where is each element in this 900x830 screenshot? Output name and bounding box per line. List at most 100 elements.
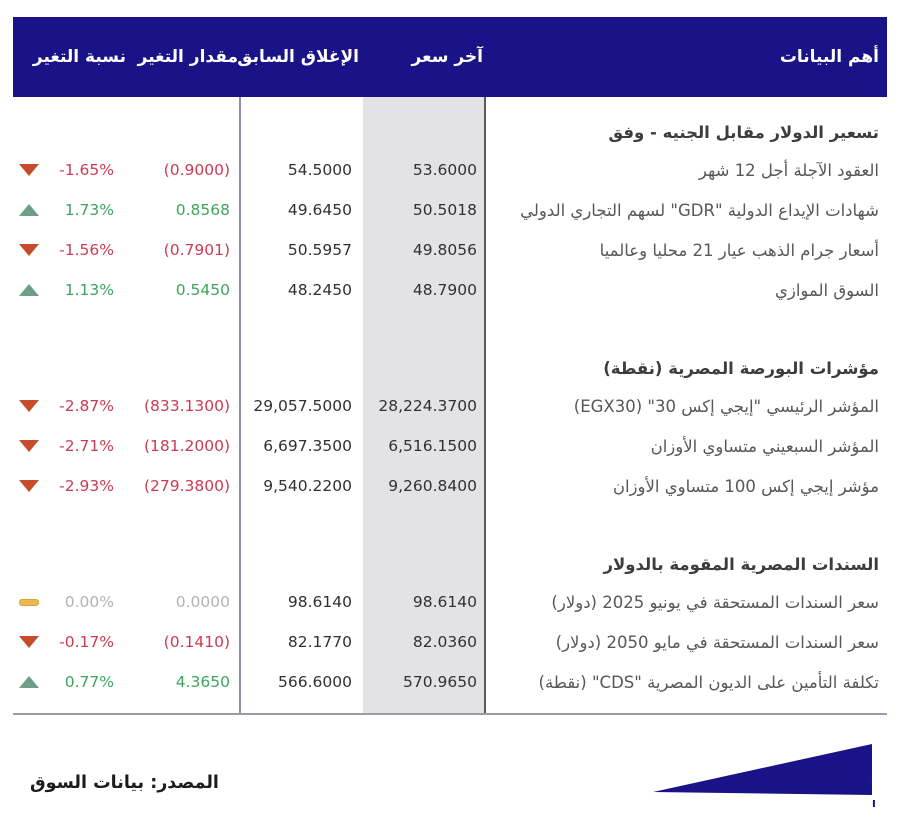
column-header-previous-close: الإغلاق السابق bbox=[237, 47, 359, 67]
source-caption: المصدر: بيانات السوق bbox=[30, 773, 219, 793]
row-label: المؤشر السبعيني متساوي الأوزان bbox=[650, 436, 879, 456]
change-percent-cell: 0.00% bbox=[13, 593, 130, 611]
change-amount: (279.3800) bbox=[143, 477, 230, 495]
triangle-down-icon bbox=[19, 636, 39, 648]
triangle-down-icon bbox=[19, 400, 39, 412]
change-percent-cell: -2.87% bbox=[13, 397, 130, 415]
zawya-lseg-logo: زاوية BY LSEG bbox=[653, 744, 875, 810]
triangle-up-icon bbox=[19, 284, 39, 296]
previous-close: 48.2450 bbox=[287, 281, 352, 299]
change-amount: 4.3650 bbox=[175, 673, 230, 691]
change-percent-cell: -2.71% bbox=[13, 437, 130, 455]
previous-close: 54.5000 bbox=[287, 161, 352, 179]
previous-close: 49.6450 bbox=[287, 201, 352, 219]
row-label: مؤشر إيجي إكس 100 متساوي الأوزان bbox=[612, 476, 879, 496]
section-title: تسعير الدولار مقابل الجنيه - وفق bbox=[608, 122, 879, 142]
section-title: السندات المصرية المقومة بالدولار bbox=[603, 554, 879, 574]
previous-close: 566.6000 bbox=[278, 673, 352, 691]
change-percent: -2.93% bbox=[59, 477, 114, 495]
triangle-down-icon bbox=[19, 440, 39, 452]
triangle-up-icon bbox=[19, 676, 39, 688]
change-amount: 0.5450 bbox=[175, 281, 230, 299]
last-price: 50.5018 bbox=[412, 201, 477, 219]
row-label: سعر السندات المستحقة في مايو 2050 (دولار… bbox=[555, 632, 879, 652]
dash-icon bbox=[19, 598, 39, 606]
column-header-change-percent: نسبة التغير bbox=[32, 47, 126, 67]
change-percent: 1.73% bbox=[64, 201, 114, 219]
previous-close: 6,697.3500 bbox=[263, 437, 352, 455]
previous-close: 29,057.5000 bbox=[253, 397, 352, 415]
table-body: تسعير الدولار مقابل الجنيه - وفق العقود … bbox=[13, 97, 887, 713]
column-divider-dark bbox=[484, 97, 486, 713]
logo-subtext: BY LSEG bbox=[872, 799, 875, 810]
row-label: السوق الموازي bbox=[774, 280, 879, 300]
last-price: 570.9650 bbox=[403, 673, 477, 691]
change-percent: -0.17% bbox=[59, 633, 114, 651]
previous-close: 9,540.2200 bbox=[263, 477, 352, 495]
section-header-row: السندات المصرية المقومة بالدولار bbox=[13, 546, 887, 582]
logo-wordmark: زاوية bbox=[870, 758, 875, 792]
table-header: أهم البيانات آخر سعر الإغلاق السابق مقدا… bbox=[13, 17, 887, 97]
change-amount: 0.8568 bbox=[175, 201, 230, 219]
last-price-column-shading bbox=[363, 97, 485, 713]
change-amount: (181.2000) bbox=[143, 437, 230, 455]
previous-close: 50.5957 bbox=[287, 241, 352, 259]
change-percent-cell: 1.13% bbox=[13, 281, 130, 299]
triangle-down-icon bbox=[19, 244, 39, 256]
last-price: 98.6140 bbox=[412, 593, 477, 611]
previous-close: 82.1770 bbox=[287, 633, 352, 651]
financial-table: تسعير الدولار مقابل الجنيه - وفق العقود … bbox=[13, 97, 887, 715]
column-divider-light bbox=[239, 97, 241, 713]
last-price: 9,260.8400 bbox=[388, 477, 477, 495]
change-percent: 1.13% bbox=[64, 281, 114, 299]
table-row: سعر السندات المستحقة في يونيو 2025 (دولا… bbox=[13, 582, 887, 622]
last-price: 6,516.1500 bbox=[388, 437, 477, 455]
change-percent-cell: -1.56% bbox=[13, 241, 130, 259]
table-row: العقود الآجلة أجل 12 شهر 53.6000 54.5000… bbox=[13, 150, 887, 190]
row-label: المؤشر الرئيسي "إيجي إكس 30" (EGX30) bbox=[573, 396, 879, 416]
column-header-last-price: آخر سعر bbox=[411, 47, 483, 67]
change-percent-cell: -2.93% bbox=[13, 477, 130, 495]
section-header-row: تسعير الدولار مقابل الجنيه - وفق bbox=[13, 114, 887, 150]
column-header-key-data: أهم البيانات bbox=[779, 47, 879, 67]
last-price: 53.6000 bbox=[412, 161, 477, 179]
change-percent-cell: -0.17% bbox=[13, 633, 130, 651]
change-amount: (0.9000) bbox=[163, 161, 230, 179]
last-price: 28,224.3700 bbox=[378, 397, 477, 415]
table-row: أسعار جرام الذهب عيار 21 محليا وعالميا 4… bbox=[13, 230, 887, 270]
table-row: شهادات الإيداع الدولية "GDR" لسهم التجار… bbox=[13, 190, 887, 230]
last-price: 49.8056 bbox=[412, 241, 477, 259]
change-percent: 0.77% bbox=[64, 673, 114, 691]
section-title: مؤشرات البورصة المصرية (نقطة) bbox=[603, 358, 879, 378]
change-percent: -1.65% bbox=[59, 161, 114, 179]
table-row: المؤشر الرئيسي "إيجي إكس 30" (EGX30) 28,… bbox=[13, 386, 887, 426]
change-amount: (833.1300) bbox=[143, 397, 230, 415]
column-header-change-amount: مقدار التغير bbox=[137, 47, 238, 67]
table-row: سعر السندات المستحقة في مايو 2050 (دولار… bbox=[13, 622, 887, 662]
change-amount: 0.0000 bbox=[175, 593, 230, 611]
change-percent-cell: 0.77% bbox=[13, 673, 130, 691]
last-price: 82.0360 bbox=[412, 633, 477, 651]
triangle-down-icon bbox=[19, 164, 39, 176]
row-label: تكلفة التأمين على الديون المصرية "CDS" (… bbox=[538, 672, 879, 692]
change-amount: (0.1410) bbox=[163, 633, 230, 651]
change-percent: -2.87% bbox=[59, 397, 114, 415]
row-label: أسعار جرام الذهب عيار 21 محليا وعالميا bbox=[599, 240, 879, 260]
change-percent-cell: -1.65% bbox=[13, 161, 130, 179]
row-label: شهادات الإيداع الدولية "GDR" لسهم التجار… bbox=[520, 200, 879, 220]
change-percent: -1.56% bbox=[59, 241, 114, 259]
change-percent: -2.71% bbox=[59, 437, 114, 455]
triangle-up-icon bbox=[19, 204, 39, 216]
table-row: السوق الموازي 48.7900 48.2450 0.5450 1.1… bbox=[13, 270, 887, 310]
change-percent-cell: 1.73% bbox=[13, 201, 130, 219]
logo-wedge-shape bbox=[653, 744, 872, 795]
change-percent: 0.00% bbox=[64, 593, 114, 611]
row-label: سعر السندات المستحقة في يونيو 2025 (دولا… bbox=[551, 592, 879, 612]
row-label: العقود الآجلة أجل 12 شهر bbox=[698, 160, 879, 180]
last-price: 48.7900 bbox=[412, 281, 477, 299]
table-row: مؤشر إيجي إكس 100 متساوي الأوزان 9,260.8… bbox=[13, 466, 887, 506]
previous-close: 98.6140 bbox=[287, 593, 352, 611]
section-header-row: مؤشرات البورصة المصرية (نقطة) bbox=[13, 350, 887, 386]
table-row: المؤشر السبعيني متساوي الأوزان 6,516.150… bbox=[13, 426, 887, 466]
